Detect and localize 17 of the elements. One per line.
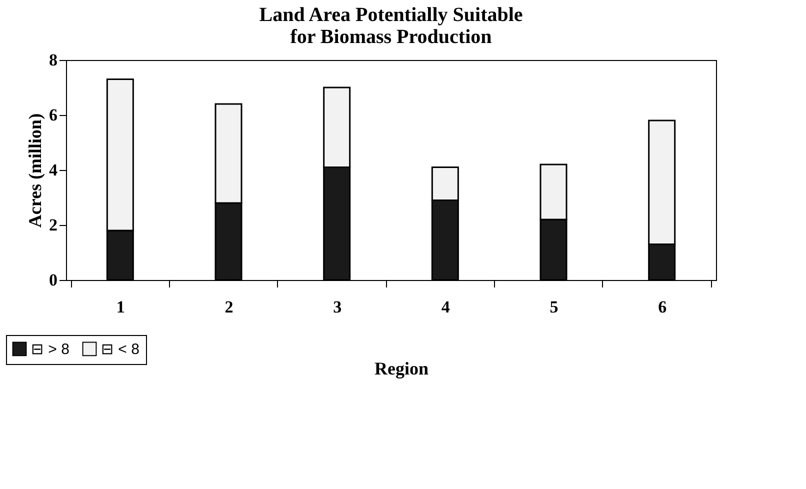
y-tick-label: 8 [49,50,58,70]
x-tick-label: 2 [224,298,234,316]
legend-label: ⊟ > 8 [31,340,70,358]
x-tick-label: 1 [116,298,125,316]
x-tick-label: 6 [658,298,667,316]
y-axis-title: Acres (million) [25,113,45,228]
y-tick-label: 6 [49,106,58,124]
y-tick-label: 2 [49,216,58,234]
y-tick-label: 4 [49,160,58,180]
x-tick-label: 3 [333,298,342,316]
x-tick-label: 4 [441,298,450,316]
text: for Biomass Production [290,26,492,48]
x-axis-title: Region [374,358,428,378]
text: Land Area Potentially Suitable [259,4,523,26]
legend-label: ⊟ < 8 [101,340,140,358]
y-tick-label: 0 [49,270,58,290]
x-tick-label: 5 [550,298,558,316]
